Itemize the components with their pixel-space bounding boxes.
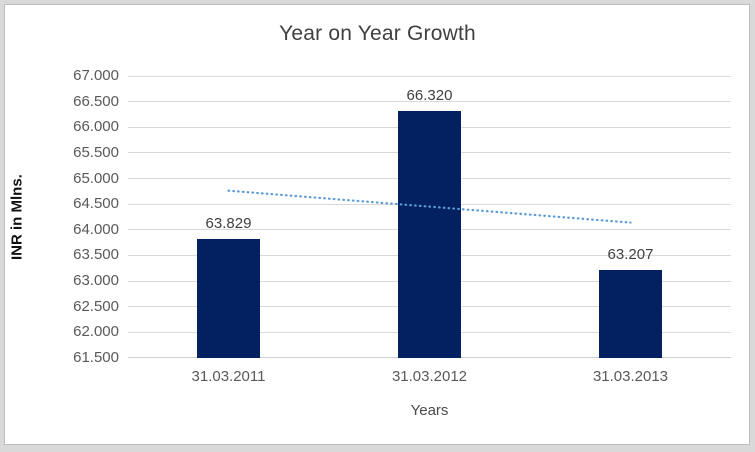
chart-background: [4, 4, 750, 445]
y-tick-label: 65.500: [73, 143, 119, 161]
data-label: 66.320: [406, 86, 453, 104]
y-tick-label: 63.500: [73, 246, 119, 264]
data-label: 63.829: [205, 214, 252, 232]
plot-area: 63.829 66.320 63.207: [128, 75, 731, 358]
gridline: [128, 101, 731, 103]
y-tick-label: 63.000: [73, 272, 119, 290]
chart-title: Year on Year Growth: [279, 22, 476, 45]
x-tick-label: 31.03.2012: [391, 368, 468, 385]
x-tick-label: 31.03.2011: [191, 368, 266, 385]
y-tick-label: 62.000: [73, 323, 119, 341]
bar-31.03.2011: [197, 238, 260, 358]
bar-31.03.2013: [599, 270, 662, 358]
y-axis-title: INR in Mlns.: [8, 174, 26, 260]
y-tick-label: 66.500: [73, 92, 119, 110]
gridline: [128, 75, 731, 77]
y-tick-label: 65.000: [73, 169, 119, 187]
y-tick-label: 66.000: [73, 118, 119, 136]
y-tick-label: 64.500: [73, 195, 119, 213]
y-tick-label: 61.500: [73, 349, 119, 366]
y-tick-label: 64.000: [73, 220, 119, 238]
y-tick-label: 67.000: [73, 67, 119, 84]
bar-31.03.2012: [398, 110, 461, 358]
y-tick-label: 62.500: [73, 297, 119, 315]
x-tick-label: 31.03.2013: [592, 368, 669, 385]
data-label: 63.207: [607, 246, 654, 264]
x-axis-title: Years: [410, 402, 449, 419]
